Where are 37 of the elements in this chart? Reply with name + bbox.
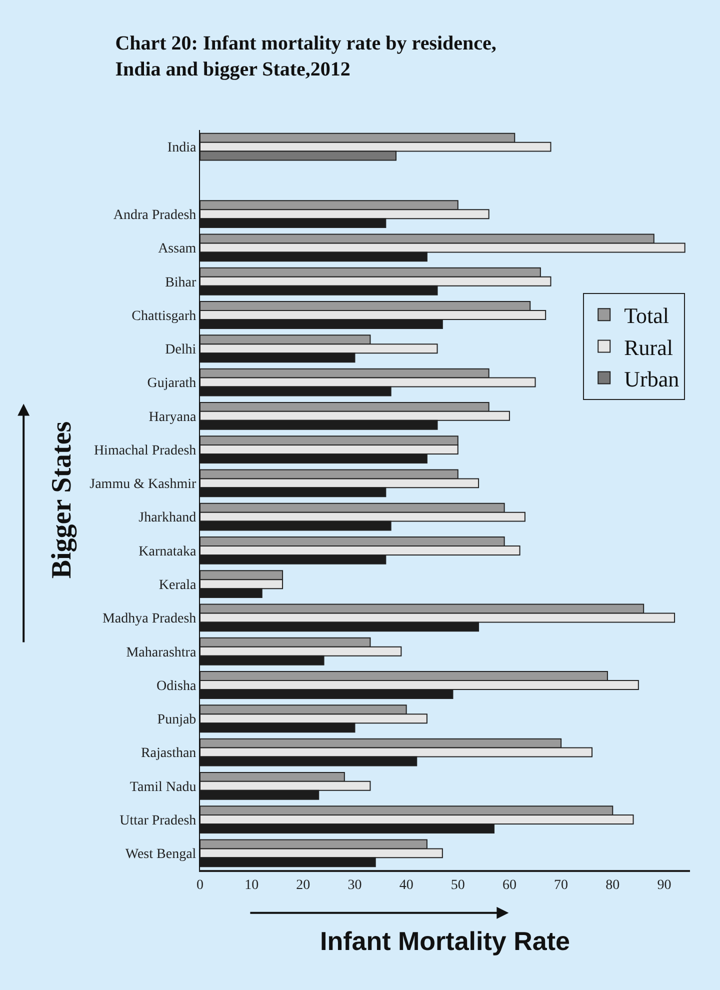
y-tick-label: Jammu & Kashmir — [90, 477, 197, 492]
x-tick-label: 40 — [399, 878, 414, 893]
legend-label: Urban — [624, 366, 680, 392]
y-tick-label: Karnataka — [138, 544, 197, 560]
x-tick-label: 10 — [244, 878, 259, 893]
legend-label: Rural — [624, 334, 673, 360]
y-tick-label: Chattisgarh — [132, 308, 196, 324]
y-tick-label: Madhya Pradesh — [102, 612, 196, 627]
chart-title: Chart 20: Infant mortality rate by residence, India and bigger State,2012 — [115, 32, 496, 80]
y-tick-label: Uttar Pradesh — [120, 813, 196, 828]
x-tick-label: 50 — [450, 878, 465, 893]
y-tick-label: Tamil Nadu — [130, 780, 196, 795]
x-tick-label: 30 — [348, 878, 362, 893]
y-tick-label: Odisha — [156, 678, 197, 694]
x-tick-label: 90 — [657, 878, 672, 893]
x-tick-label: 70 — [554, 878, 568, 893]
y-tick-label: India — [167, 140, 197, 156]
y-tick-label: Gujarath — [147, 376, 196, 392]
y-tick-label: Assam — [158, 242, 196, 257]
y-tick-label: Bihar — [165, 275, 197, 290]
y-tick-label: Haryana — [148, 410, 197, 425]
y-tick-label: Jharkhand — [138, 510, 196, 526]
x-tick-label: 20 — [296, 878, 310, 893]
y-tick-label: Punjab — [157, 712, 196, 728]
y-tick-label: Andra Pradesh — [113, 208, 196, 223]
y-tick-label: Maharashtra — [126, 645, 197, 660]
x-axis-title: Infant Mortality Rate — [320, 926, 570, 956]
y-tick-label: Kerala — [158, 578, 197, 593]
y-tick-label: West Bengal — [125, 847, 196, 862]
y-tick-label: Delhi — [165, 342, 196, 358]
y-tick-label: Rajasthan — [140, 746, 196, 762]
x-tick-label: 0 — [196, 878, 204, 893]
y-tick-label: Himachal Pradesh — [94, 443, 196, 458]
x-tick-label: 60 — [502, 878, 516, 893]
x-tick-label: 80 — [606, 878, 620, 893]
legend-label: Total — [624, 303, 670, 328]
y-axis-title: Bigger States — [46, 421, 78, 579]
